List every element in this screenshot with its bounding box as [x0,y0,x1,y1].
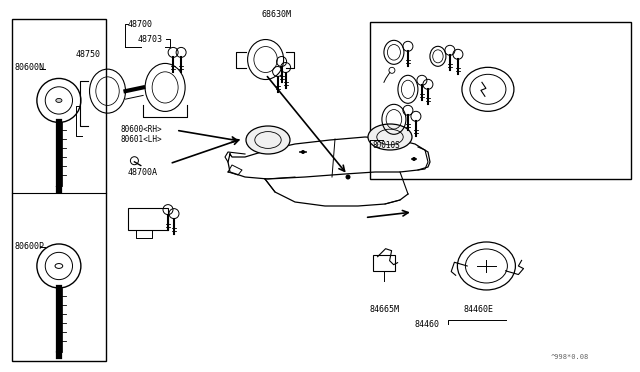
Text: 48700: 48700 [128,20,153,29]
Text: 68630M: 68630M [261,10,291,19]
Circle shape [346,174,351,180]
Text: 84665M: 84665M [370,305,400,314]
Ellipse shape [246,126,290,154]
Text: 84460E: 84460E [463,305,493,314]
Text: 80010S: 80010S [372,141,400,150]
Text: 80600<RH>: 80600<RH> [120,125,162,134]
Circle shape [412,157,416,161]
Text: 48703: 48703 [138,35,163,44]
Ellipse shape [368,124,412,150]
Text: 80600N: 80600N [15,63,45,72]
Text: 80600P: 80600P [15,242,45,251]
Text: 84460: 84460 [415,320,440,329]
Text: 48750: 48750 [76,50,100,59]
Ellipse shape [56,99,62,102]
Bar [12,19,106,361]
Bar [370,22,631,179]
Bar [128,208,168,230]
Bar [372,255,395,271]
Text: 80601<LH>: 80601<LH> [120,135,162,144]
Text: ^998*0.08: ^998*0.08 [550,354,589,360]
Circle shape [301,150,305,154]
Text: 48700A: 48700A [128,169,158,177]
